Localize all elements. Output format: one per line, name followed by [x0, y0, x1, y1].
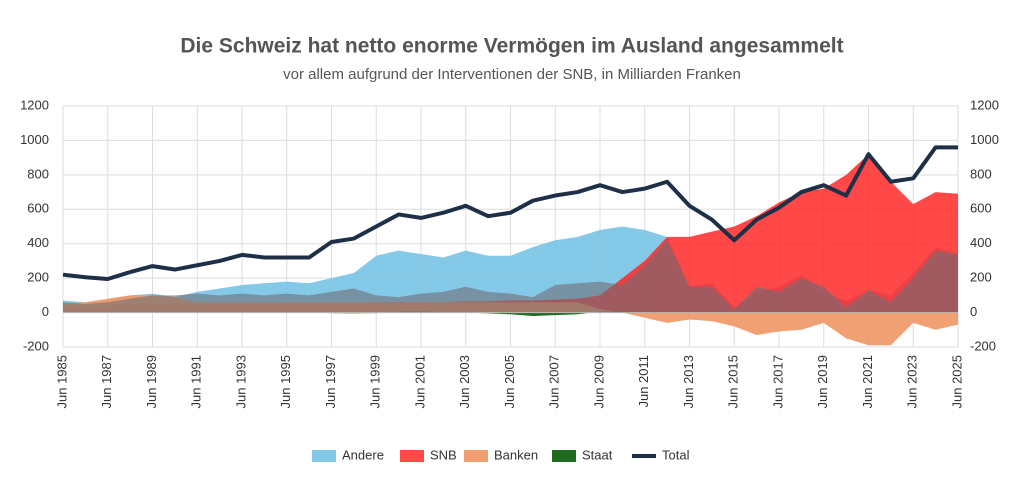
y-tick-label: 800	[27, 166, 49, 181]
x-tick-label: Jun 1987	[99, 355, 114, 409]
y2-tick-label: -200	[970, 338, 996, 353]
x-tick-label: Jun 1989	[144, 355, 159, 409]
y2-tick-label: 1000	[970, 132, 999, 147]
x-tick-label: Jun 2017	[770, 355, 785, 409]
x-tick-label: Jun 2003	[457, 355, 472, 409]
x-tick-label: Jun 2013	[681, 355, 696, 409]
x-tick-label: Jun 1993	[233, 355, 248, 409]
legend-swatch	[552, 450, 576, 462]
legend-label: SNB	[430, 447, 457, 462]
y-tick-label: 1000	[20, 132, 49, 147]
area	[63, 240, 958, 313]
y2-tick-label: 200	[970, 270, 992, 285]
y2-tick-label: 600	[970, 201, 992, 216]
legend-label: Andere	[342, 447, 384, 462]
legend-swatch	[400, 450, 424, 462]
x-tick-label: Jun 1997	[323, 355, 338, 409]
y2-tick-label: 800	[970, 166, 992, 181]
line	[62, 145, 958, 282]
y-tick-label: 400	[27, 235, 49, 250]
x-tick-label: Jun 2021	[860, 355, 875, 409]
area	[63, 311, 958, 317]
chart-title: Die Schweiz hat netto enorme Vermögen im…	[180, 35, 843, 58]
x-tick-label: Jun 2015	[726, 355, 741, 409]
x-tick-label: Jun 1985	[54, 355, 69, 409]
area	[63, 154, 958, 313]
x-tick-label: Jun 2007	[547, 355, 562, 409]
legend-label: Staat	[582, 447, 613, 462]
x-tick-label: Jun 2005	[502, 355, 517, 409]
legend-label: Total	[662, 447, 690, 462]
y-tick-label: 200	[27, 270, 49, 285]
y2-tick-label: 0	[970, 304, 977, 319]
x-tick-label: Jun 1995	[278, 355, 293, 409]
chart-subtitle: vor allem aufgrund der Interventionen de…	[283, 66, 741, 83]
x-tick-label: Jun 2001	[412, 355, 427, 409]
y2-tick-label: 1200	[970, 97, 999, 112]
x-tick-label: Jun 2009	[591, 355, 606, 409]
area	[63, 226, 958, 313]
x-tick-label: Jun 2023	[905, 355, 920, 409]
legend-swatch	[312, 450, 336, 462]
y-tick-label: 600	[27, 201, 49, 216]
x-tick-label: Jun 2011	[636, 355, 651, 408]
y-tick-label: 1200	[20, 97, 49, 112]
y-tick-label: -200	[23, 338, 49, 353]
x-tick-label: Jun 1991	[189, 355, 204, 409]
y2-tick-label: 400	[970, 235, 992, 250]
y-tick-label: 0	[42, 304, 49, 319]
legend-label: Banken	[494, 447, 538, 462]
x-tick-label: Jun 2025	[949, 355, 964, 409]
x-tick-label: Jun 2019	[815, 355, 830, 409]
legend-swatch	[464, 450, 488, 462]
x-tick-label: Jun 1999	[368, 355, 383, 409]
